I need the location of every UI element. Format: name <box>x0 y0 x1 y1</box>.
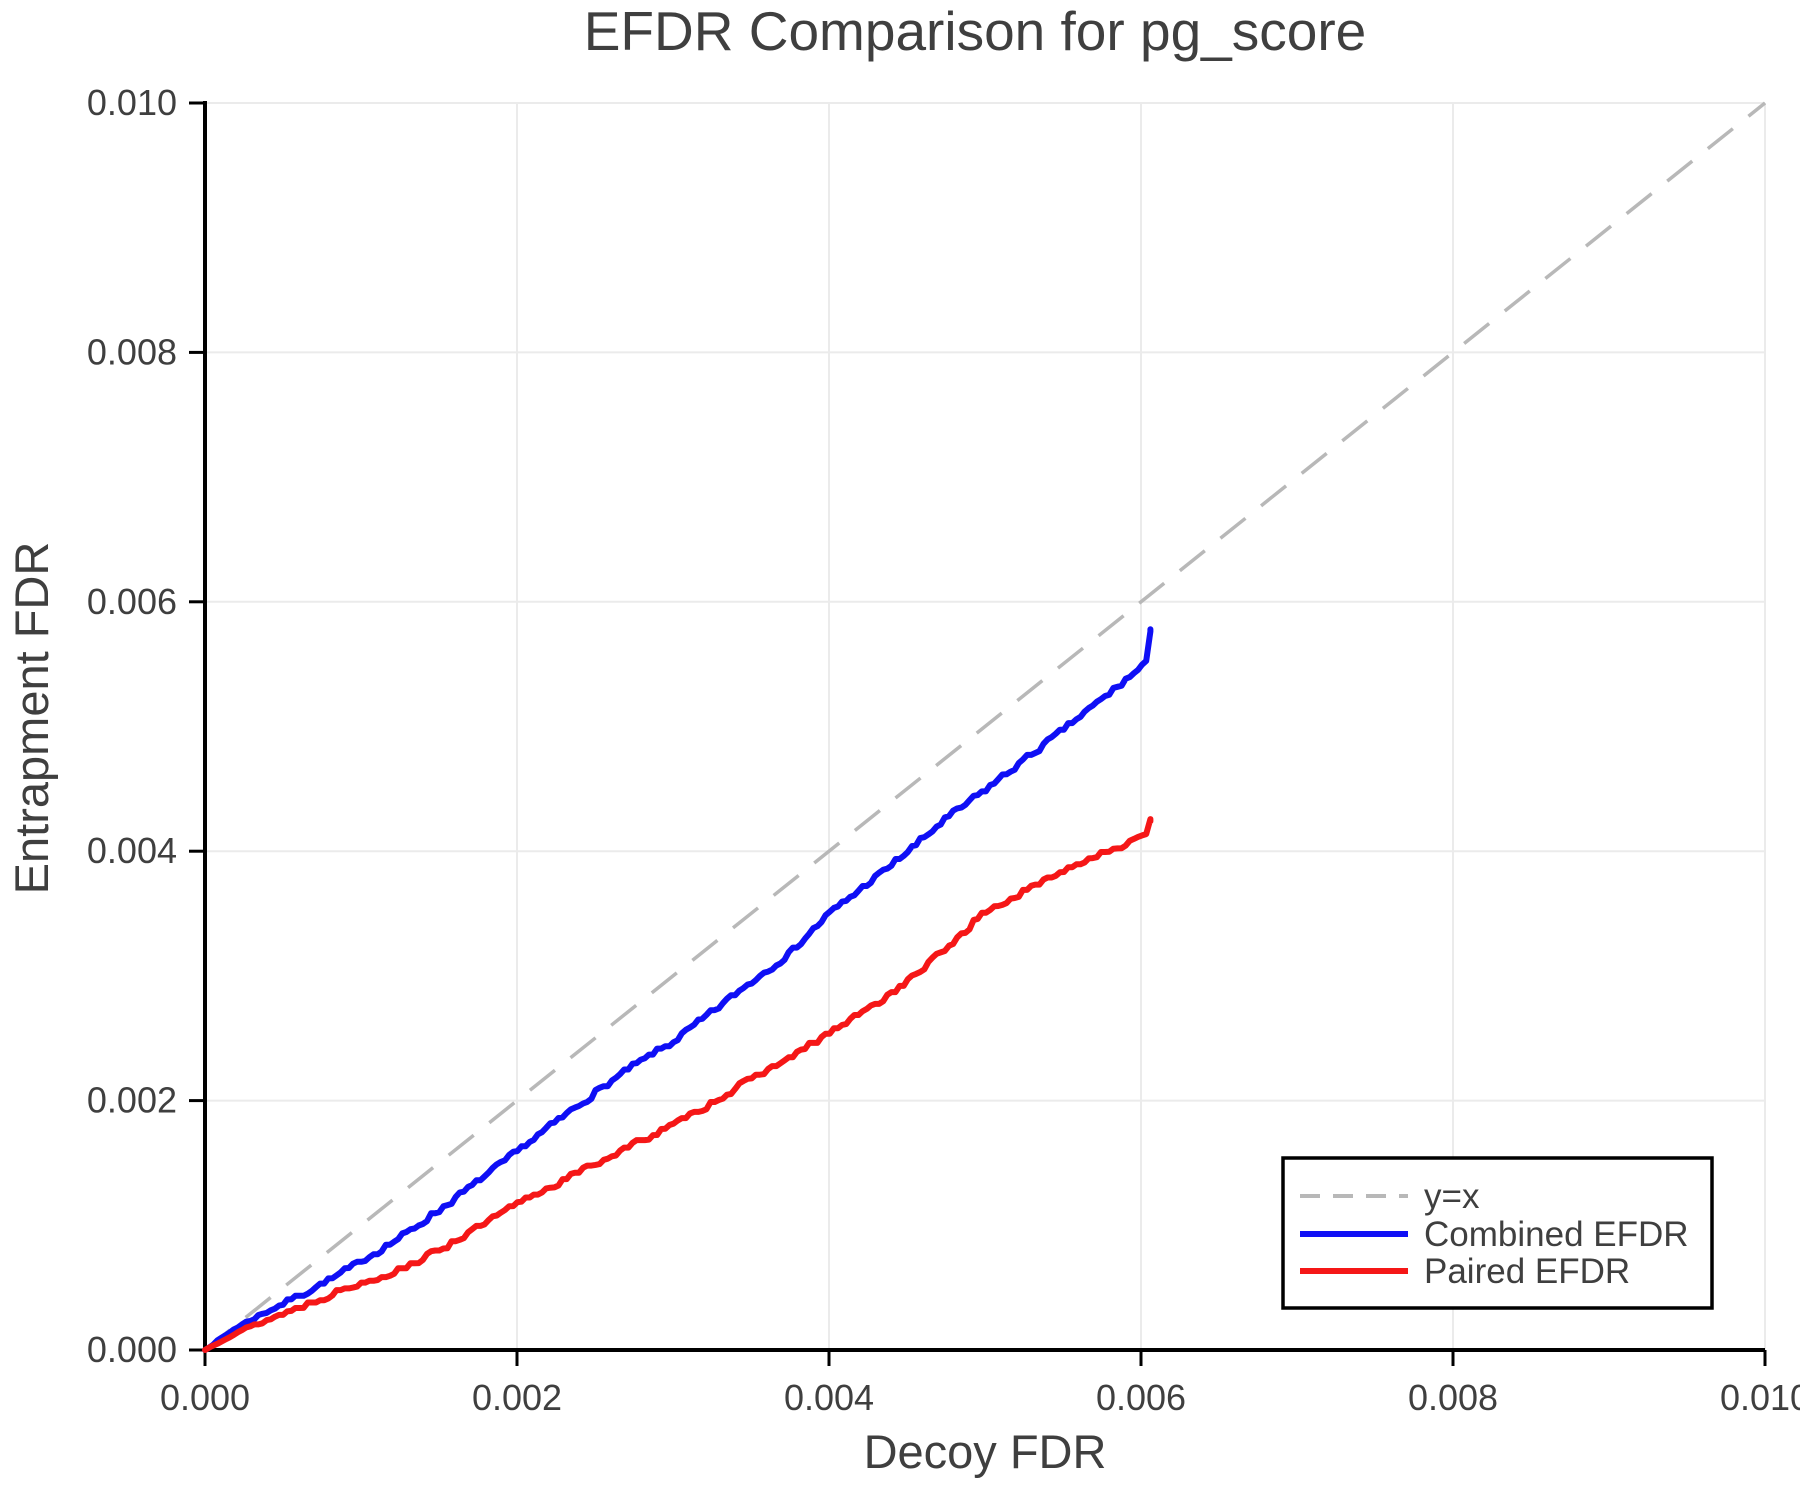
axis-ticks: 0.000 0.002 0.004 0.006 0.008 0.010 0.000 0.002… <box>87 82 1800 1418</box>
legend: y=x Combined EFDR Paired EFDR <box>1281 1156 1714 1310</box>
x-tick-label: 0.008 <box>1408 1377 1498 1418</box>
y-axis-label: Entrapment FDR <box>5 542 58 895</box>
series-line-paired-efdr <box>202 816 1154 1353</box>
axis-spines <box>203 101 1765 1352</box>
x-tick-label: 0.002 <box>472 1377 562 1418</box>
y-tick-label: 0.010 <box>87 82 177 123</box>
y-tick-label: 0.006 <box>87 581 177 622</box>
y-tick-label: 0.002 <box>87 1080 177 1121</box>
y-tick-label: 0.004 <box>87 830 177 871</box>
y-tick-label: 0.008 <box>87 331 177 372</box>
chart-title: EFDR Comparison for pg_score <box>584 0 1367 62</box>
series-line-combined-efdr <box>202 626 1154 1353</box>
x-tick-label: 0.000 <box>160 1377 250 1418</box>
legend-label-y-equals-x: y=x <box>1424 1177 1480 1216</box>
x-tick-label: 0.010 <box>1720 1377 1800 1418</box>
x-tick-label: 0.004 <box>784 1377 874 1418</box>
reference-line-y-equals-x <box>203 101 1767 1352</box>
legend-label-paired-efdr: Paired EFDR <box>1424 1252 1630 1291</box>
data-series <box>202 626 1154 1353</box>
diagonal-dashed-line <box>203 101 1767 1352</box>
legend-label-combined-efdr: Combined EFDR <box>1424 1215 1689 1254</box>
x-tick-label: 0.006 <box>1096 1377 1186 1418</box>
x-axis-label: Decoy FDR <box>864 1425 1107 1478</box>
y-tick-label: 0.000 <box>87 1329 177 1370</box>
